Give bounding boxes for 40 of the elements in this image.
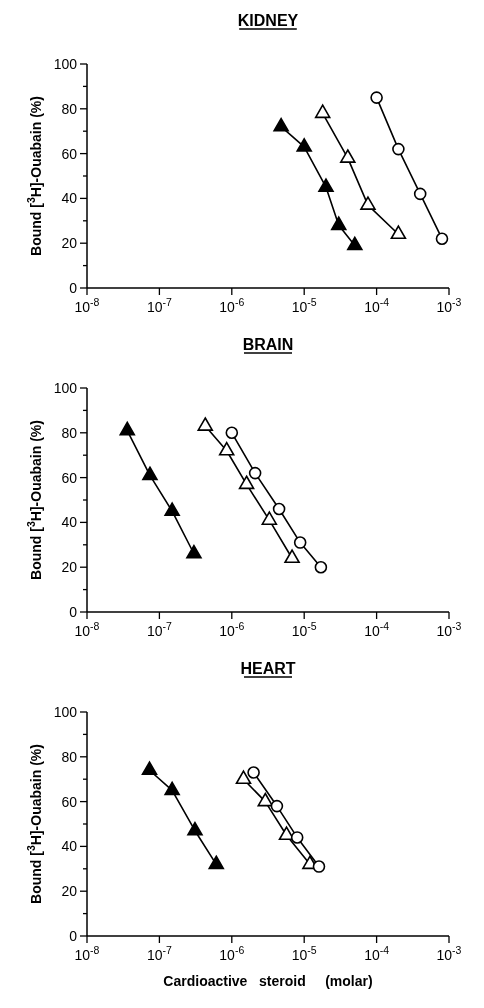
chart-title: BRAIN [242,336,294,353]
x-tick-label: 10$^{-4}$ [364,296,390,315]
x-tick-label: 10$^{-4}$ [364,620,390,639]
x-tick-label: 10$^{-6}$ [219,944,245,963]
x-tick-label: 10$^{-3}$ [436,620,462,639]
x-tick-label: 10$^{-3}$ [436,944,462,963]
x-tick-label: 10$^{-7}$ [146,296,173,315]
y-tick-label: 80 [61,748,78,765]
x-tick-label: 10$^{-8}$ [74,944,100,963]
chart-title: HEART [240,660,296,677]
y-tick-label: 80 [61,424,78,441]
y-tick-label: 80 [61,100,78,117]
x-tick-label: 10$^{-6}$ [219,296,245,315]
y-tick-label: 0 [69,604,78,620]
y-tick-label: 20 [61,883,78,900]
x-tick-label: 10$^{-5}$ [291,944,317,963]
y-tick-label: 40 [61,190,78,207]
x-tick-label: 10$^{-3}$ [436,296,462,315]
x-tick-label: 10$^{-8}$ [74,620,100,639]
x-tick-label: 10$^{-5}$ [291,620,317,639]
x-tick-label: 10$^{-6}$ [219,620,245,639]
chart-title: KIDNEY [237,12,299,29]
y-tick-label: 60 [61,793,78,810]
x-tick-label: 10$^{-4}$ [364,944,390,963]
y-tick-label: 60 [61,469,78,486]
y-tick-label: 0 [69,280,78,296]
x-tick-label: 10$^{-7}$ [146,944,173,963]
x-tick-label: 10$^{-8}$ [74,296,100,315]
x-tick-label: 10$^{-7}$ [146,620,173,639]
y-tick-label: 100 [53,704,78,720]
y-tick-label: 40 [61,514,78,531]
y-tick-label: 100 [53,380,78,396]
y-tick-label: 20 [61,235,78,252]
x-axis-title: Cardioactive steroid (molar) [163,973,373,989]
x-tick-label: 10$^{-5}$ [291,296,317,315]
y-tick-label: 0 [69,928,78,944]
y-tick-label: 40 [61,838,78,855]
y-tick-label: 60 [61,145,78,162]
y-tick-label: 100 [53,56,78,72]
y-tick-label: 20 [61,559,78,576]
